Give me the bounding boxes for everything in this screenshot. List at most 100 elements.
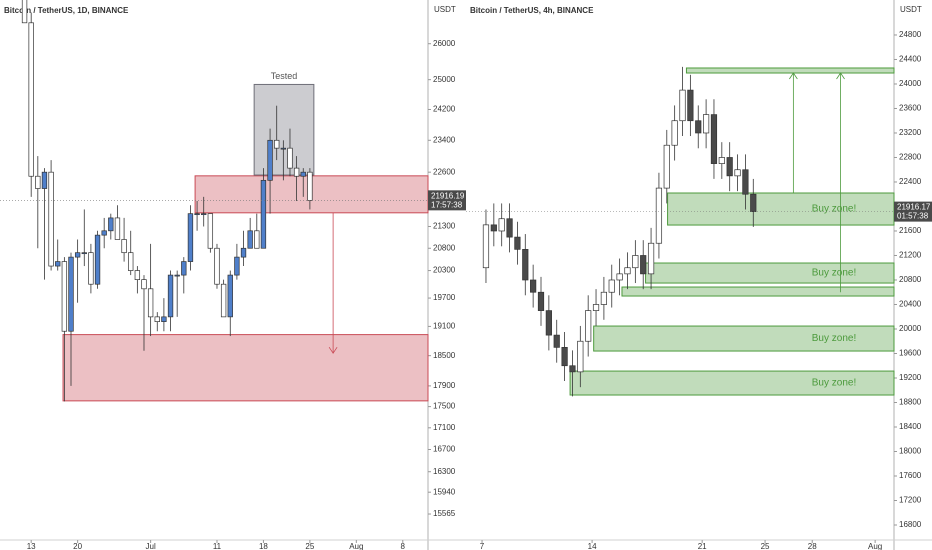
candle-body [194,213,200,216]
candle-body [522,249,529,281]
x-tick-label: 8 [401,542,406,550]
candle-body [514,236,521,250]
y-tick-label: 18800 [899,398,922,407]
y-tick-label: 15565 [433,509,456,518]
candle-body [577,340,584,373]
y-tick-label: 15940 [433,487,456,496]
x-tick-label: 7 [480,542,485,550]
candle-body [671,120,678,146]
candle-body [600,291,607,305]
candle-body [207,213,214,249]
candle-body [490,224,497,232]
candle-body [247,230,253,249]
zone [253,83,315,176]
candle-body [201,213,207,216]
y-tick-label: 26000 [433,39,456,48]
y-tick-label: 17500 [433,402,456,411]
candle-body [61,261,68,332]
y-tick-label: 20800 [899,275,922,284]
y-tick-label: 24400 [899,55,922,64]
zone-label: Buy zone! [812,378,856,389]
candle-body [174,274,180,277]
last-price-box [428,190,466,211]
y-tick-label: 20300 [433,266,456,275]
candle-body [187,213,194,262]
y-tick-label: 20400 [899,300,922,309]
y-tick-label: 18500 [433,351,456,360]
y-tick-label: 18000 [899,447,922,456]
x-tick-label: Aug [349,542,363,550]
last-price: 21916.17 [897,203,931,212]
y-tick-label: 16300 [433,467,456,476]
x-tick-label: 11 [213,542,222,550]
y-tick-label: 25000 [433,75,456,84]
candle-body [530,279,537,293]
candle-body [21,0,28,24]
candle-body [68,256,74,332]
y-tick-label: 22400 [899,177,922,186]
candle-body [537,291,545,311]
x-tick-label: 25 [305,542,314,550]
y-tick-label: 17100 [433,423,456,432]
zone [645,262,895,284]
candle-body [307,171,313,201]
y-tick-label: 17200 [899,496,922,505]
candle-body [561,347,568,367]
candle-body [35,175,41,189]
zone [621,286,895,297]
candle-body [293,167,300,177]
candle-body [632,255,639,269]
candle-body [141,279,147,290]
y-tick-label: 17900 [433,381,456,390]
candle-body [274,139,280,149]
last-price-box [894,201,932,222]
candle-body [592,304,600,311]
candle-body [718,157,725,164]
chart-title: Bitcoin / TetherUS, 4h, BINANCE [470,6,594,15]
candle-body [88,252,94,285]
zone [685,67,895,74]
countdown: 17:57:38 [431,200,463,209]
candle-body [585,310,592,342]
x-tick-label: 18 [259,542,268,550]
candle-body [154,316,160,322]
candle-body [74,252,81,258]
y-tick-label: 22800 [899,153,922,162]
candle-body [640,255,647,275]
candle-body [702,114,710,134]
y-tick-label: 19100 [433,322,456,331]
y-tick-label: 16800 [899,520,922,529]
y-tick-label: 22600 [433,167,456,176]
candle-body [214,247,220,285]
candle-body [167,274,174,318]
candle-body [726,157,733,177]
y-tick-label: 21300 [433,222,456,231]
candle-body [482,224,490,269]
zone [569,370,895,396]
candle-body [227,274,233,318]
candle-body [506,218,513,238]
y-tick-label: 19600 [899,349,922,358]
candle-body [41,171,48,189]
candle-body [267,139,273,181]
candle-body [545,310,552,336]
candle-body [220,283,227,318]
candle-body [679,89,686,122]
candle-body [147,288,154,318]
x-tick-label: 13 [27,542,36,550]
candle-body [498,218,505,232]
candle-body [553,334,560,348]
arrow-head [836,72,845,80]
chart-title: Bitcoin / TetherUS, 1D, BINANCE [4,6,129,15]
arrow-head [789,72,798,80]
x-tick-label: 28 [808,542,817,550]
candle-body [101,230,107,236]
axis-unit: USDT [900,5,922,14]
y-tick-label: 23200 [899,128,922,137]
candle-body [608,279,615,293]
y-tick-label: 24200 [433,105,456,114]
x-tick-label: Aug [868,542,882,550]
candle-body [710,114,718,164]
zone-label: Buy zone! [812,204,856,215]
